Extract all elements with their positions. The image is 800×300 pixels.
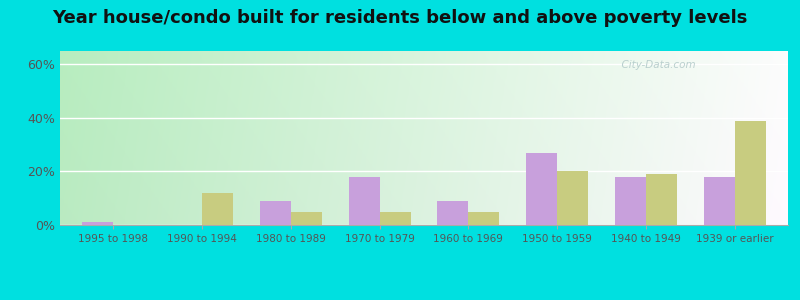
Text: Year house/condo built for residents below and above poverty levels: Year house/condo built for residents bel… (52, 9, 748, 27)
Bar (526, 153, 557, 225)
Bar (380, 212, 410, 225)
Text: City-Data.com: City-Data.com (615, 60, 696, 70)
Bar (734, 121, 766, 225)
Bar (349, 177, 380, 225)
Bar (615, 177, 646, 225)
Bar (646, 174, 677, 225)
Bar (291, 212, 322, 225)
Bar (438, 201, 468, 225)
Bar (202, 193, 233, 225)
Bar (82, 222, 114, 225)
Bar (704, 177, 734, 225)
Bar (468, 212, 499, 225)
Bar (260, 201, 291, 225)
Bar (557, 172, 588, 225)
